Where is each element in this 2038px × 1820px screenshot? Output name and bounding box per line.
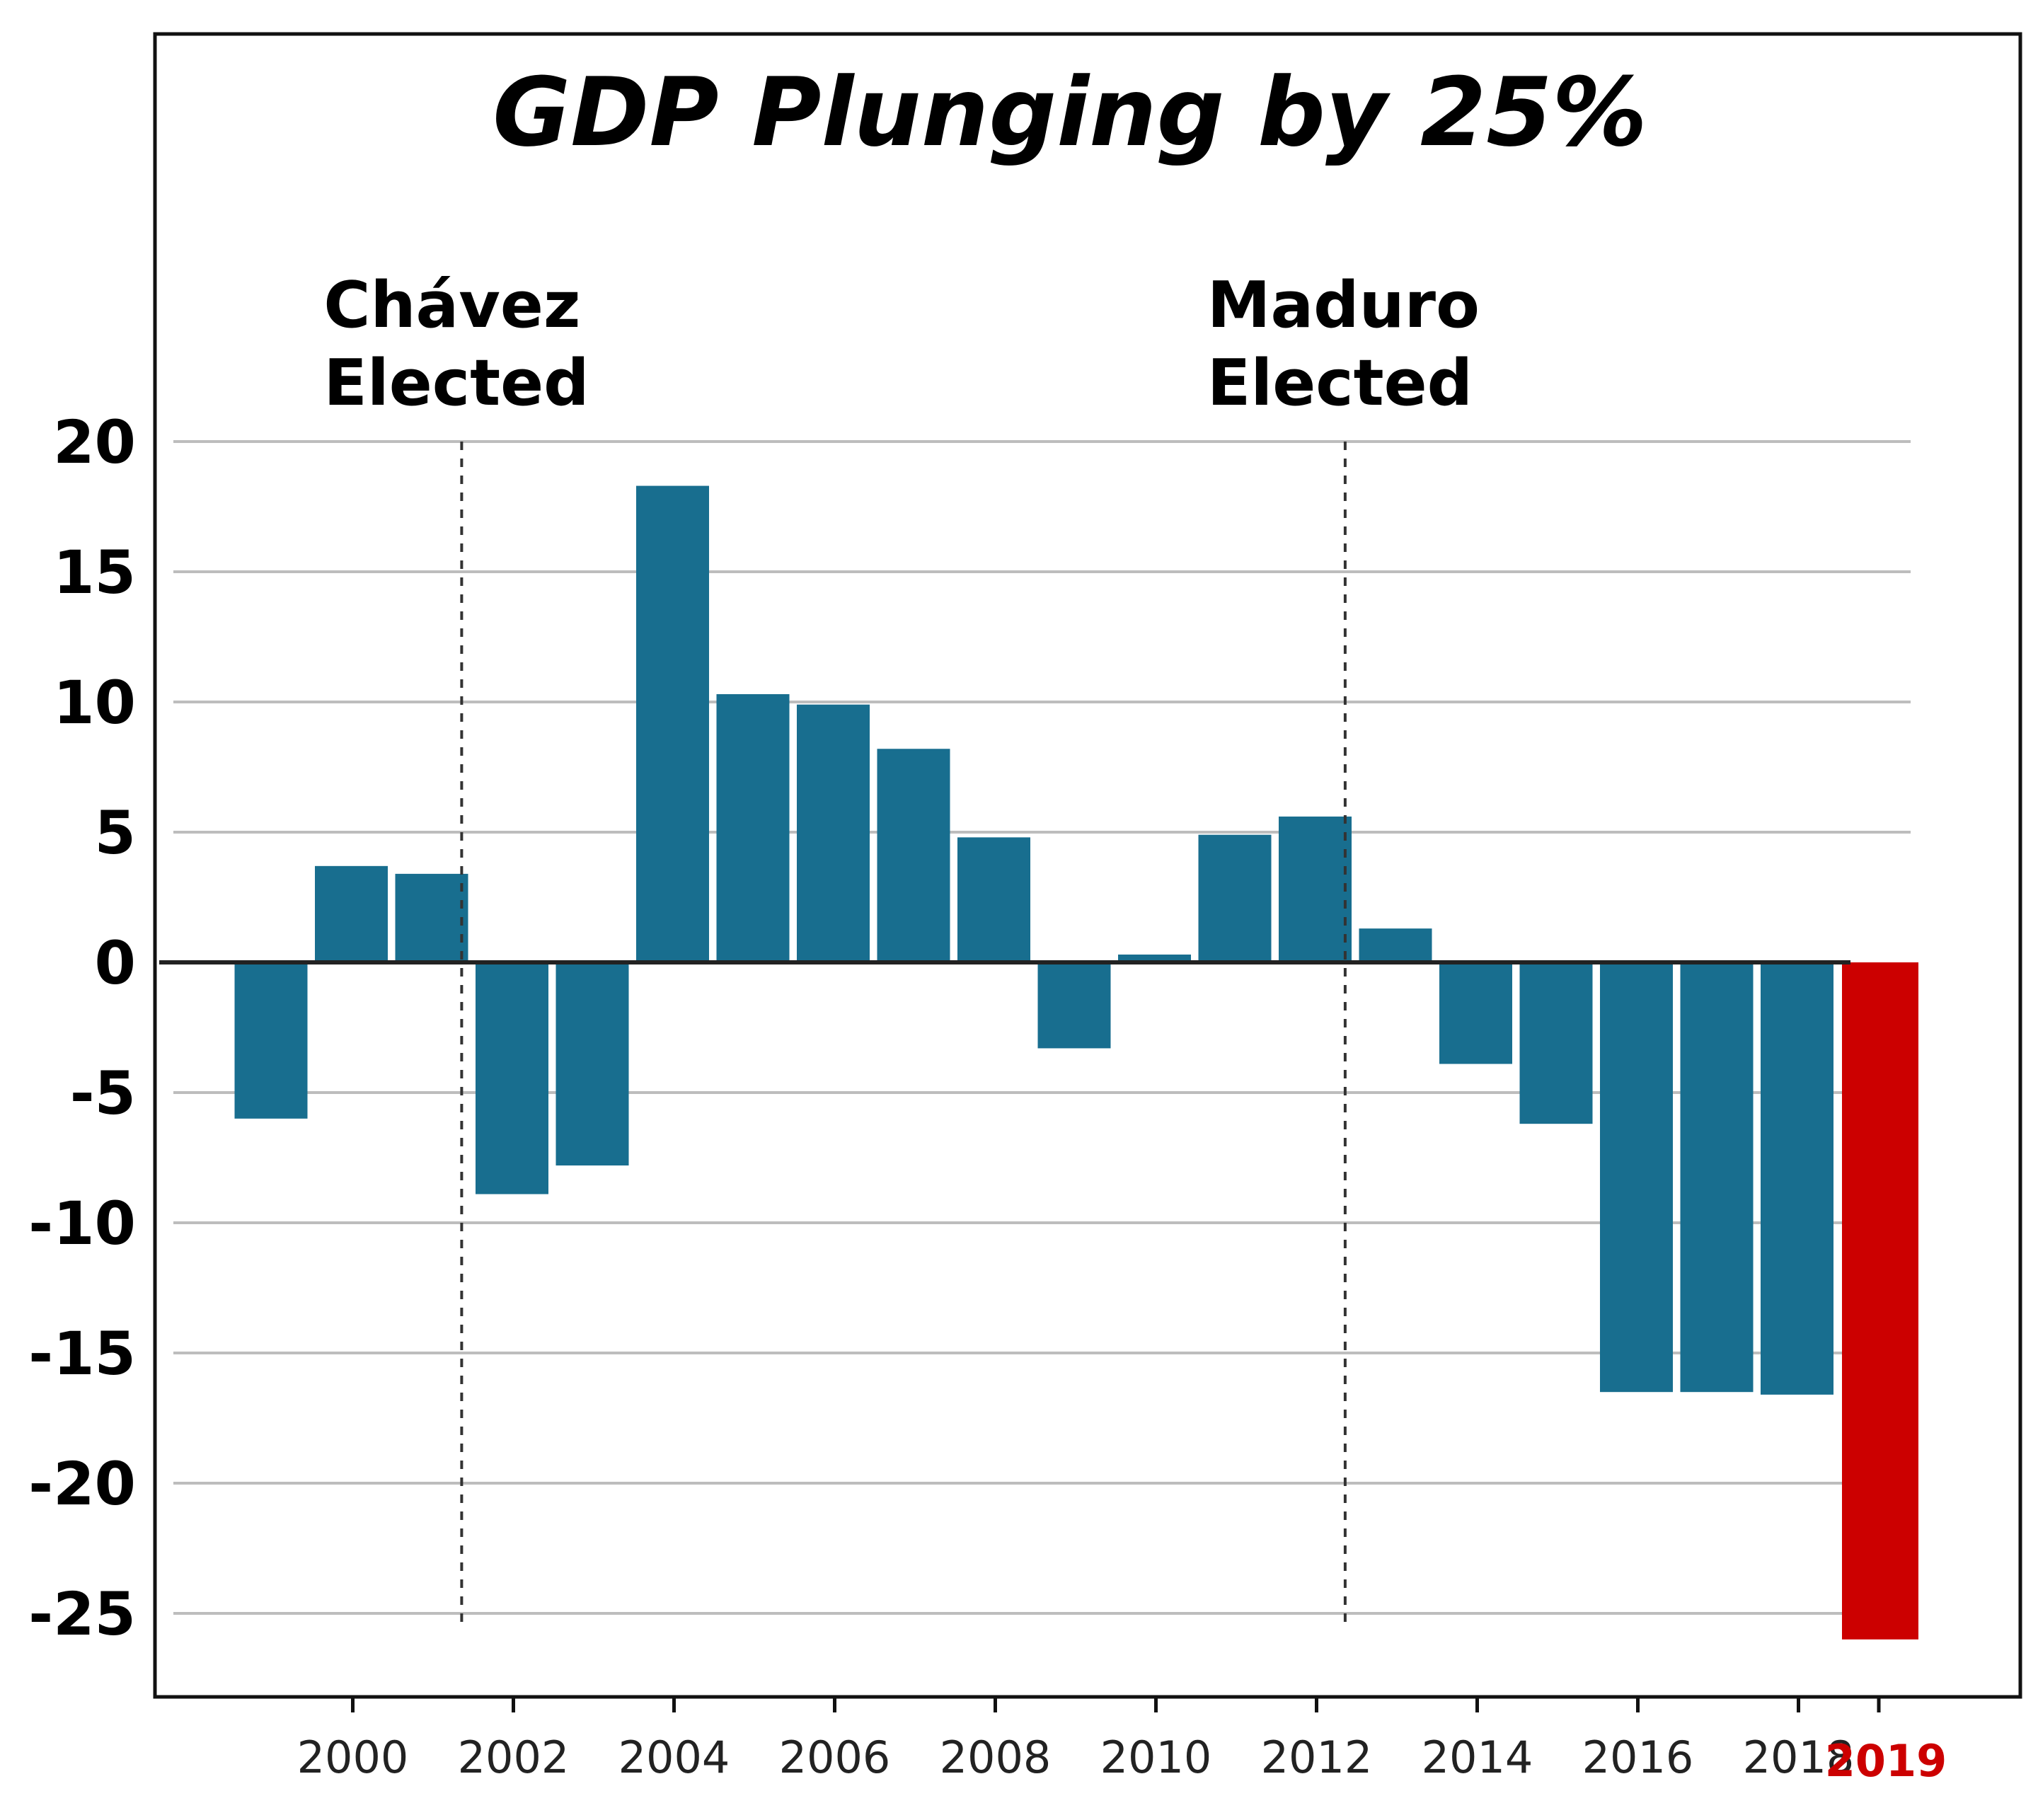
x-tick-label: 2016 bbox=[1582, 1732, 1694, 1783]
bar-2002 bbox=[476, 962, 548, 1194]
bar-2001 bbox=[395, 873, 468, 962]
annotation-label: Chávez bbox=[323, 268, 580, 342]
bar-2014 bbox=[1439, 962, 1512, 1064]
x-tick-label-highlight: 2019 bbox=[1825, 1735, 1947, 1787]
x-tick-label: 2012 bbox=[1261, 1732, 1373, 1783]
event-lines bbox=[460, 442, 1347, 1630]
bar-2018 bbox=[1761, 962, 1833, 1395]
bar-2011 bbox=[1198, 834, 1272, 962]
bar-2008 bbox=[957, 837, 1030, 962]
bar-2005 bbox=[716, 693, 790, 962]
y-tick-label: -25 bbox=[28, 1579, 136, 1649]
annotation-label: Maduro bbox=[1207, 268, 1480, 342]
bar-2004 bbox=[636, 485, 709, 962]
bar-2017 bbox=[1680, 962, 1754, 1393]
bar-2010 bbox=[1118, 954, 1191, 962]
bar-2006 bbox=[797, 704, 870, 962]
bar-2015 bbox=[1519, 962, 1593, 1124]
y-tick-label: 5 bbox=[95, 798, 136, 868]
bar-2019-highlight bbox=[1842, 962, 1918, 1640]
x-tick-label: 2006 bbox=[779, 1732, 891, 1783]
x-tick-label: 2018 bbox=[1743, 1732, 1855, 1783]
y-tick-label: -5 bbox=[70, 1059, 136, 1128]
bars bbox=[234, 485, 1918, 1640]
axes bbox=[159, 960, 1881, 1712]
y-tick-label: 0 bbox=[95, 928, 136, 998]
bar-2003 bbox=[555, 962, 629, 1166]
chart-title: GDP Plunging by 25% bbox=[493, 57, 1647, 168]
chart-text: GDP Plunging by 25% 20 15 10 5 0 -5 -10 -15 -20 -… bbox=[28, 57, 1947, 1787]
y-tick-label: -20 bbox=[28, 1449, 136, 1519]
x-tick-label: 2008 bbox=[940, 1732, 1052, 1783]
bar-2009 bbox=[1037, 962, 1111, 1049]
bar-2012 bbox=[1279, 816, 1352, 962]
bar-1999 bbox=[234, 962, 308, 1119]
y-tick-label: -15 bbox=[28, 1319, 136, 1388]
x-tick-label: 2004 bbox=[618, 1732, 730, 1783]
y-tick-label: 10 bbox=[53, 668, 136, 737]
x-tick-label: 2014 bbox=[1422, 1732, 1533, 1783]
y-tick-label: 20 bbox=[53, 408, 136, 477]
annotation-label: Elected bbox=[1207, 346, 1473, 420]
annotation-label: Elected bbox=[323, 346, 589, 420]
bar-2016 bbox=[1600, 962, 1673, 1393]
x-tick-label: 2010 bbox=[1100, 1732, 1212, 1783]
bar-2013 bbox=[1359, 928, 1432, 962]
bar-2007 bbox=[877, 749, 950, 962]
x-tick-label: 2000 bbox=[297, 1732, 409, 1783]
x-tick-label: 2002 bbox=[458, 1732, 570, 1783]
y-tick-label: 15 bbox=[53, 538, 136, 607]
plot-frame bbox=[153, 32, 2022, 1699]
y-tick-label: -10 bbox=[28, 1189, 136, 1258]
bar-2000 bbox=[315, 865, 388, 962]
